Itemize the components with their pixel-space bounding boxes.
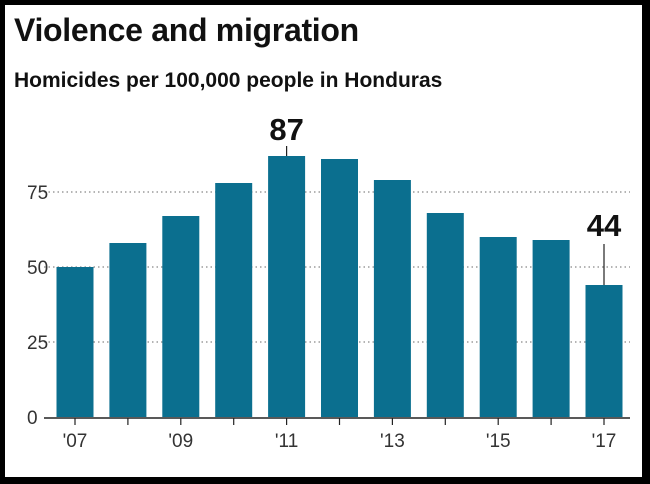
- annotation-label-2017: 44: [587, 208, 622, 243]
- bar-2017: [585, 285, 623, 417]
- y-tick-label-0: 0: [27, 408, 38, 429]
- bar-2014: [426, 213, 464, 417]
- bar-2012: [321, 159, 358, 417]
- chart-subtitle: Homicides per 100,000 people in Honduras: [14, 69, 443, 92]
- y-tick-label-25: 25: [27, 333, 48, 354]
- x-tick-label-2013: '13: [380, 431, 405, 452]
- x-tick-label-2009: '09: [168, 431, 193, 452]
- bar-2009: [162, 216, 200, 417]
- y-tick-label-50: 50: [27, 258, 48, 279]
- x-tick-label-2017: '17: [592, 431, 617, 452]
- x-tick-label-2007: '07: [63, 431, 88, 452]
- bar-2007: [56, 267, 94, 417]
- bar-2016: [532, 240, 570, 417]
- bar-2013: [373, 180, 411, 417]
- x-tick-label-2015: '15: [486, 431, 511, 452]
- bar-2015: [479, 237, 517, 417]
- bar-2010: [215, 183, 253, 417]
- bar-2011: [268, 156, 306, 417]
- y-tick-label-75: 75: [27, 183, 48, 204]
- chart-title: Violence and migration: [14, 12, 359, 48]
- bar-2008: [109, 243, 147, 417]
- x-tick-label-2011: '11: [275, 431, 298, 452]
- annotation-label-2011: 87: [269, 112, 303, 147]
